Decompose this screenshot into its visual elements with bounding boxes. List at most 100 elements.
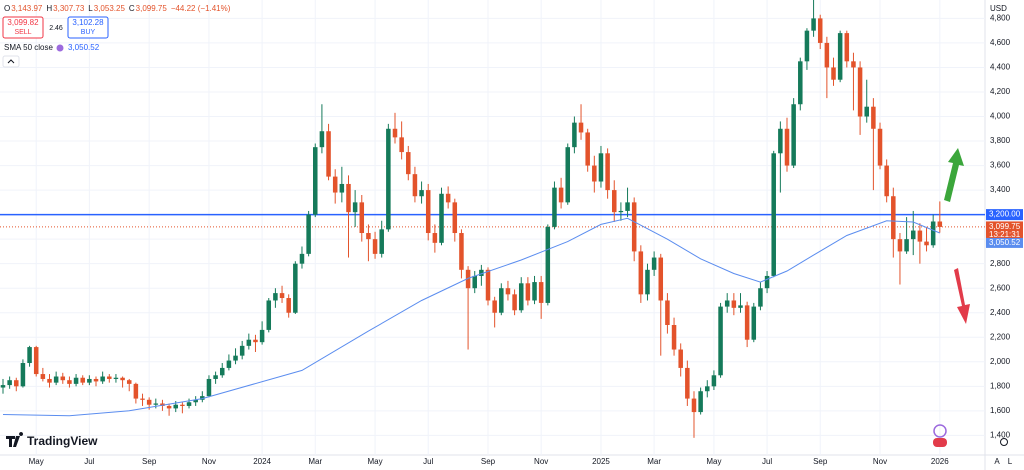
scale-button[interactable]: L [1008,457,1013,466]
candle-body [452,202,458,234]
candle-body [233,355,238,361]
x-tick-label: May [706,457,721,466]
hline-tag [986,209,1023,221]
y-tick-label: 3,800 [990,136,1011,145]
candle-body [817,18,823,43]
indicator-icon[interactable] [56,44,64,52]
events-icon[interactable] [933,438,947,447]
candle-body [558,187,564,203]
candle-body [764,275,770,289]
candle-body [784,128,790,166]
collapse-button[interactable] [2,55,20,68]
candle-body [552,187,557,227]
candle-body [120,377,125,381]
candle-body [206,378,212,397]
candle-body [791,104,796,166]
countdown: 13:21:31 [989,230,1021,239]
candle-body [73,377,79,384]
candle-body [625,202,630,211]
price-tag [986,221,1023,240]
candle-body [837,33,843,80]
y-tick-label: 2,600 [990,283,1011,292]
candle-body [631,202,637,252]
indicator-name: SMA 50 close [4,43,53,52]
candle-body [718,306,723,376]
candle-body [864,106,869,117]
brand-logo [6,432,24,447]
ohlc-value: 3,143.97 [11,4,43,13]
candle-body [778,128,783,154]
y-tick-label: 2,800 [990,259,1011,268]
candle-body [505,288,511,295]
candle-body [738,305,743,308]
candle-body [459,233,464,270]
candle-body [213,375,218,379]
candle-body [366,233,371,240]
candle-body [219,367,225,376]
x-tick-label: 2024 [253,457,271,466]
currency: USD [990,4,1007,13]
y-tick-label: 2,400 [990,308,1011,317]
buy-button[interactable] [67,16,109,39]
sell-button[interactable] [2,16,44,39]
buy-price: 3,102.28 [72,18,104,27]
candle-body [798,61,803,105]
candle-body [266,300,272,330]
candle-body [465,269,471,289]
y-tick-label: 3,400 [990,185,1011,194]
buy-label: BUY [81,29,96,36]
up-arrow [944,148,964,202]
candle-body [372,239,378,254]
y-tick-label: 1,600 [990,406,1011,415]
x-tick-label: Nov [873,457,887,466]
candle-body [598,153,604,182]
candle-body [7,380,12,386]
replay-icon[interactable] [933,424,947,438]
candle-body [811,18,816,31]
candle-body [678,349,683,368]
candle-body [406,152,411,175]
candle-body [140,398,145,400]
candle-body [671,325,677,350]
candle-body [419,190,424,197]
candle-body [651,257,657,270]
spread: 2.46 [49,25,63,32]
candle-body [299,253,305,264]
candle-body [246,339,252,346]
candle-body [572,122,577,148]
scale-button[interactable]: A [994,457,1000,466]
down-arrow [954,268,970,324]
candle-body [40,374,46,379]
candle-body [113,377,119,379]
candle-body [107,376,112,379]
candle-body [705,386,710,392]
candle-body [80,377,85,383]
candle-body [758,288,763,307]
candle-body [14,380,19,387]
candle-body [578,122,584,133]
candle-body [545,226,551,303]
candle-body [346,183,351,213]
sma-tag-label: 3,050.52 [989,238,1021,247]
candle-body [253,339,258,343]
candle-body [897,239,903,252]
candle-body [133,383,139,399]
candle-body [638,251,644,295]
candle-body [386,128,391,230]
candle-body [592,165,597,182]
settings-icon[interactable] [1000,438,1008,446]
candle-body [685,367,690,399]
candle-body [804,30,810,62]
legend: O 3,143.97 H 3,307.73 L 3,053.25 C 3,099.75 −44.… [4,4,231,13]
candle-body [445,193,451,203]
candle-body [166,405,172,409]
overlay: USD O 3,143.97 H 3,307.73 L 3,053.25 C 3,099.75… [2,4,1023,466]
y-tick-label: 2,000 [990,357,1011,366]
candle-body [744,305,750,340]
candle-body [359,202,365,234]
candle-body [332,176,338,193]
candle-body [937,221,943,227]
candle-body [851,61,856,68]
y-tick-label: 4,800 [990,14,1011,23]
